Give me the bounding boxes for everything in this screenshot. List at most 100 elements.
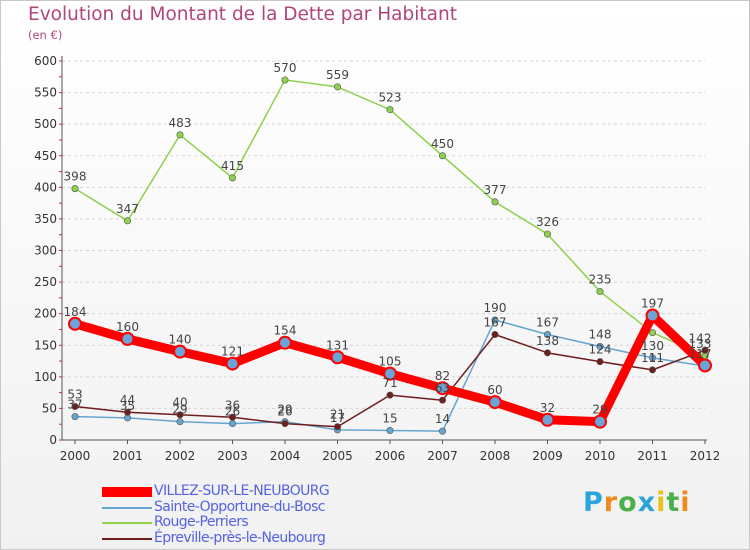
data-label: 148 [589, 328, 612, 342]
data-label: 63 [435, 381, 450, 395]
data-label: 71 [382, 376, 397, 390]
x-tick-label: 2010 [585, 449, 616, 463]
data-point [278, 335, 292, 350]
data-label: 15 [382, 412, 397, 426]
data-label: 111 [641, 351, 664, 365]
x-tick-label: 2011 [637, 449, 668, 463]
data-label: 17 [330, 411, 345, 425]
data-point [488, 395, 502, 410]
y-tick-label: 250 [34, 275, 57, 289]
data-point [124, 408, 132, 416]
data-label: 140 [169, 333, 192, 347]
legend-swatch [102, 487, 152, 497]
data-label: 82 [435, 369, 450, 383]
data-label: 377 [484, 183, 507, 197]
data-label: 26 [277, 405, 292, 419]
data-point [124, 217, 132, 225]
data-point [333, 83, 341, 91]
data-label: 124 [589, 343, 612, 357]
data-label: 32 [540, 401, 555, 415]
data-label: 26 [225, 405, 240, 419]
data-point [540, 412, 555, 427]
data-label: 154 [274, 324, 297, 338]
data-label: 60 [487, 383, 502, 397]
data-label: 21 [330, 408, 345, 422]
data-label: 415 [221, 159, 244, 173]
data-label: 14 [435, 412, 450, 426]
data-point [438, 396, 446, 404]
y-tick-label: 200 [34, 307, 57, 321]
chart-unit: (en €) [28, 28, 63, 42]
legend-label: VILLEZ-SUR-LE-NEUBOURG [154, 483, 330, 499]
data-point [68, 316, 82, 331]
data-label: 197 [641, 297, 664, 311]
data-point [596, 343, 604, 351]
data-point [435, 381, 450, 396]
x-tick-label: 2008 [480, 449, 511, 463]
data-label: 29 [172, 403, 187, 417]
data-point [176, 411, 184, 419]
y-tick-label: 400 [34, 180, 57, 194]
x-tick-label: 2004 [270, 449, 301, 463]
data-label: 450 [431, 137, 454, 151]
data-label: 559 [326, 68, 349, 82]
x-tick-label: 2000 [60, 449, 91, 463]
data-label: 35 [120, 399, 135, 413]
data-label: 523 [379, 91, 402, 105]
data-label: 105 [379, 355, 402, 369]
data-label: 121 [221, 345, 244, 359]
data-label: 570 [274, 61, 297, 75]
x-tick-label: 2009 [532, 449, 563, 463]
data-point [698, 358, 712, 373]
data-label: 483 [169, 116, 192, 130]
data-label: 29 [277, 403, 292, 417]
data-point [593, 414, 607, 429]
y-tick-label: 150 [34, 338, 57, 352]
data-label: 347 [116, 202, 139, 216]
data-point [71, 403, 79, 411]
data-point [645, 308, 660, 323]
data-point [491, 331, 499, 339]
data-label: 40 [172, 396, 187, 410]
data-label: 130 [641, 339, 664, 353]
data-point [596, 358, 604, 366]
data-point [543, 349, 551, 357]
chart-title: Evolution du Montant de la Dette par Hab… [28, 4, 457, 25]
data-point [229, 174, 237, 182]
data-label: 190 [484, 301, 507, 315]
data-label: 37 [67, 398, 82, 412]
data-point [71, 185, 79, 193]
data-label: 36 [225, 398, 240, 412]
data-point [173, 344, 187, 359]
data-point [333, 423, 341, 431]
data-point [229, 420, 237, 428]
data-point [386, 427, 394, 435]
data-label: 326 [536, 215, 559, 229]
data-point [330, 350, 345, 365]
y-tick-label: 350 [34, 212, 57, 226]
data-label: 53 [67, 388, 82, 402]
data-point [71, 413, 79, 421]
y-tick-label: 450 [34, 149, 57, 163]
y-tick-label: 100 [34, 370, 57, 384]
data-label: 133 [689, 337, 712, 351]
data-point [543, 230, 551, 238]
y-tick-label: 550 [34, 86, 57, 100]
y-tick-label: 0 [49, 433, 57, 447]
data-point [491, 198, 499, 206]
data-label: 142 [689, 331, 712, 345]
data-point [438, 427, 446, 435]
data-point [225, 356, 240, 371]
data-point [701, 346, 709, 354]
data-label: 167 [484, 316, 507, 330]
y-tick-label: 500 [34, 117, 57, 131]
data-point [648, 366, 656, 374]
x-tick-label: 2002 [165, 449, 196, 463]
legend-label: Sainte-Opportune-du-Bosc [154, 498, 325, 515]
data-point [229, 413, 237, 421]
x-tick-label: 2001 [112, 449, 143, 463]
legend-label: Rouge-Perriers [154, 514, 249, 530]
data-label: 184 [64, 305, 87, 319]
data-label: 398 [64, 170, 87, 184]
